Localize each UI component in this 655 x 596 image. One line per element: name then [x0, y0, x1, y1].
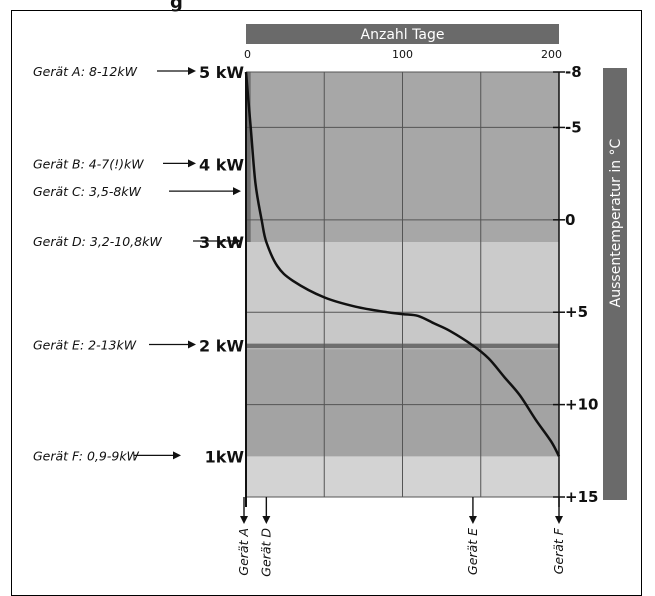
- device-label: Gerät A: 8-12kW: [33, 64, 138, 79]
- right-tick-label: +5: [565, 303, 588, 321]
- device-label: Gerät F: 0,9-9kW: [33, 448, 140, 463]
- top-tick-label: 200: [541, 48, 562, 61]
- right-tick-label: 0: [565, 211, 575, 229]
- top-tick-label: 100: [392, 48, 413, 61]
- power-level-label: 4 kW: [199, 155, 244, 174]
- device-label: Gerät C: 3,5-8kW: [33, 184, 142, 199]
- device-label: Gerät E: 2-13kW: [33, 337, 137, 352]
- bottom-marker-label: Gerät F: [551, 527, 566, 574]
- right-tick-label: -5: [565, 118, 582, 136]
- power-level-label: 1kW: [205, 447, 245, 466]
- right-tick-label: -8: [565, 63, 582, 81]
- top-tick-label: 0: [244, 48, 251, 61]
- title-fragment-mask: [40, 0, 190, 10]
- right-tick-label: +10: [565, 396, 598, 414]
- power-level-label: 2 kW: [199, 336, 244, 355]
- right-tick-label: +15: [565, 488, 598, 506]
- title-fragment: g: [170, 0, 183, 13]
- top-axis-label: Anzahl Tage: [361, 27, 445, 43]
- device-label: Gerät B: 4-7(!)kW: [33, 156, 144, 171]
- bottom-marker-label: Gerät E: [465, 528, 480, 575]
- side-axis-label: Aussentemperatur in °C: [608, 138, 624, 307]
- bottom-marker-label: Gerät A: [236, 528, 251, 576]
- power-level-label: 5 kW: [199, 63, 244, 82]
- device-label: Gerät D: 3,2-10,8kW: [33, 234, 162, 249]
- bottom-marker-label: Gerät D: [258, 528, 273, 577]
